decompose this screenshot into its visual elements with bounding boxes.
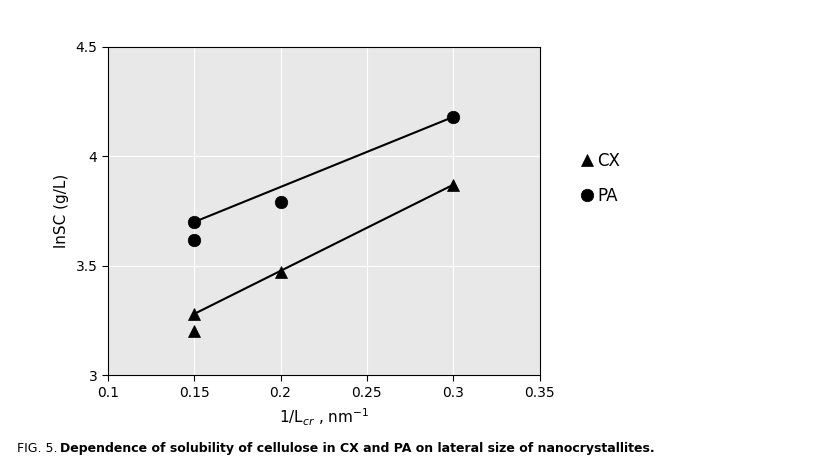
Line: PA: PA <box>188 111 460 246</box>
Y-axis label: lnSC (g/L): lnSC (g/L) <box>54 174 69 248</box>
Text: FIG. 5.: FIG. 5. <box>17 442 61 455</box>
Line: CX: CX <box>188 179 460 338</box>
X-axis label: 1/L$_{cr}$ , nm$^{-1}$: 1/L$_{cr}$ , nm$^{-1}$ <box>279 407 369 428</box>
Text: Dependence of solubility of cellulose in CX and PA on lateral size of nanocrysta: Dependence of solubility of cellulose in… <box>60 442 654 455</box>
CX <box>189 311 199 317</box>
Legend: CX, PA: CX, PA <box>583 152 620 204</box>
PA <box>189 219 199 225</box>
PA <box>189 237 199 242</box>
PA <box>448 114 458 120</box>
CX <box>448 182 458 188</box>
PA <box>276 199 286 205</box>
CX <box>189 329 199 334</box>
CX <box>276 270 286 275</box>
